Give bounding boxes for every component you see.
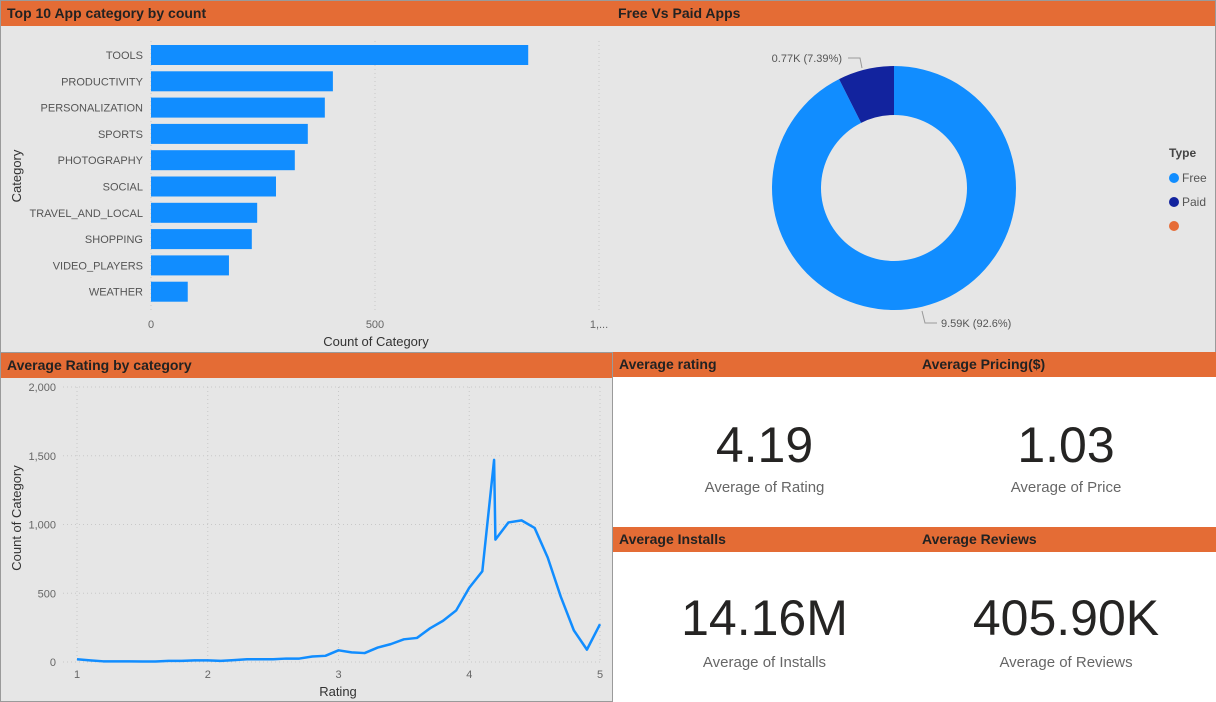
free-dot-icon bbox=[1169, 173, 1179, 183]
blank-dot-icon bbox=[1169, 221, 1179, 231]
category-label: SPORTS bbox=[98, 129, 143, 141]
kpi-average-installs: Average Installs 14.16M Average of Insta… bbox=[613, 527, 916, 702]
category-label: TOOLS bbox=[106, 50, 143, 62]
line-chart-title: Average Rating by category bbox=[1, 353, 612, 378]
category-label: PHOTOGRAPHY bbox=[58, 155, 144, 167]
donut-chart: 0.77K (7.39%) 9.59K (92.6%) bbox=[772, 53, 1016, 330]
bar-sports bbox=[151, 123, 308, 144]
bar-personalization bbox=[151, 97, 325, 118]
kpi-average-pricing: Average Pricing($) 1.03 Average of Price bbox=[916, 352, 1216, 527]
line-series bbox=[76, 458, 602, 663]
data-label-free: 9.59K (92.6%) bbox=[941, 318, 1011, 330]
bar-video_players bbox=[151, 255, 229, 276]
bar-productivity bbox=[151, 71, 333, 92]
bar-social bbox=[151, 176, 276, 197]
bar-travel_and_local bbox=[151, 202, 258, 223]
y-axis-title: Category bbox=[9, 149, 24, 202]
kpi-label: Average of Installs bbox=[702, 654, 827, 671]
donut-chart-panel: Free Vs Paid Apps 0.77K (7.39%) 9.59K (92… bbox=[612, 0, 1216, 353]
y-tick-label: 500 bbox=[38, 588, 56, 600]
x-tick-label: 1,... bbox=[590, 319, 608, 331]
x-tick-label: 5 bbox=[597, 669, 603, 681]
y-tick-label: 1,000 bbox=[28, 520, 56, 532]
y-tick-label: 0 bbox=[50, 657, 56, 669]
x-axis-title: Rating bbox=[319, 684, 357, 699]
donut-chart-title: Free Vs Paid Apps bbox=[612, 1, 1215, 26]
kpi-average-reviews: Average Reviews 405.90K Average of Revie… bbox=[916, 527, 1216, 702]
leader-line bbox=[921, 310, 937, 324]
y-tick-label: 2,000 bbox=[28, 382, 56, 394]
category-label: VIDEO_PLAYERS bbox=[53, 260, 143, 272]
kpi-value: 405.90K bbox=[972, 590, 1160, 646]
x-tick-label: 500 bbox=[366, 319, 384, 331]
kpi-label: Average of Price bbox=[1010, 479, 1122, 496]
kpi-value: 1.03 bbox=[1017, 417, 1115, 473]
bar-shopping bbox=[151, 229, 252, 250]
kpi-label: Average of Rating bbox=[704, 479, 825, 496]
legend-item-free[interactable]: Free bbox=[1169, 166, 1207, 190]
category-label: PRODUCTIVITY bbox=[61, 76, 144, 88]
line-chart-panel: Average Rating by category 0 500 1,000 1,50… bbox=[0, 352, 613, 702]
category-label: TRAVEL_AND_LOCAL bbox=[29, 208, 143, 220]
bar-weather bbox=[151, 281, 188, 302]
x-tick-label: 1 bbox=[74, 669, 80, 681]
x-tick-label: 3 bbox=[335, 669, 341, 681]
slice-paid bbox=[839, 66, 894, 123]
data-label-paid: 0.77K (7.39%) bbox=[772, 53, 842, 65]
category-label: SOCIAL bbox=[103, 182, 143, 194]
y-tick-label: 1,500 bbox=[28, 451, 56, 463]
category-label: SHOPPING bbox=[85, 234, 143, 246]
kpi-title: Average Installs bbox=[613, 527, 916, 552]
kpi-average-rating: Average rating 4.19 Average of Rating bbox=[613, 352, 916, 527]
legend-title: Type bbox=[1169, 146, 1197, 160]
line-chart: 0 500 1,000 1,500 2,000 1 2 3 4 5 Rating Count of C… bbox=[9, 382, 603, 699]
kpi-title: Average Pricing($) bbox=[916, 352, 1216, 377]
legend: Type Free Paid bbox=[1169, 146, 1207, 238]
legend-item-blank[interactable] bbox=[1169, 214, 1207, 238]
kpi-label: Average of Reviews bbox=[999, 654, 1133, 671]
kpi-value: 14.16M bbox=[681, 590, 848, 646]
bar-photography bbox=[151, 150, 295, 171]
leader-line bbox=[848, 57, 863, 69]
bar-chart: 0 500 1,... TOOLS PRODUCTIVITY PERSONALIZATIO… bbox=[9, 41, 608, 349]
paid-dot-icon bbox=[1169, 197, 1179, 207]
bar-tools bbox=[151, 45, 529, 65]
y-axis-title: Count of Category bbox=[9, 465, 24, 571]
category-label: WEATHER bbox=[89, 287, 143, 299]
bar-chart-panel: Top 10 App category by count 0 500 1,... TO… bbox=[0, 0, 613, 353]
legend-item-paid[interactable]: Paid bbox=[1169, 190, 1207, 214]
x-tick-label: 0 bbox=[148, 319, 154, 331]
kpi-title: Average rating bbox=[613, 352, 916, 377]
category-label: PERSONALIZATION bbox=[41, 103, 144, 115]
x-tick-label: 2 bbox=[205, 669, 211, 681]
slice-free bbox=[772, 66, 1016, 310]
x-axis-title: Count of Category bbox=[323, 334, 429, 349]
bar-chart-title: Top 10 App category by count bbox=[1, 1, 612, 26]
kpi-value: 4.19 bbox=[715, 417, 814, 473]
x-tick-label: 4 bbox=[466, 669, 472, 681]
kpi-title: Average Reviews bbox=[916, 527, 1216, 552]
